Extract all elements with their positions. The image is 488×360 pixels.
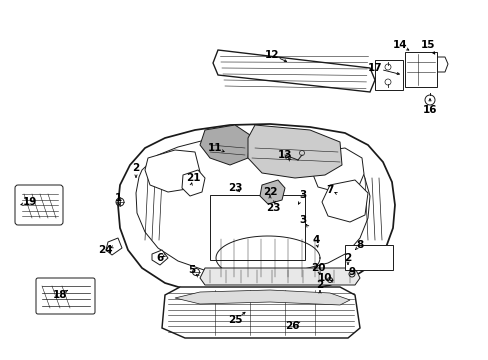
Text: 17: 17 [367, 63, 382, 73]
Text: 2: 2 [132, 163, 140, 173]
Polygon shape [260, 180, 285, 204]
Text: 13: 13 [277, 150, 292, 160]
Text: 10: 10 [317, 273, 331, 283]
Polygon shape [200, 125, 249, 165]
FancyBboxPatch shape [345, 245, 392, 270]
Polygon shape [182, 170, 204, 196]
Text: 23: 23 [265, 203, 280, 213]
Text: 9: 9 [348, 267, 355, 277]
Text: 3: 3 [299, 215, 306, 225]
Polygon shape [200, 268, 359, 285]
Text: 16: 16 [422, 105, 436, 115]
Text: 20: 20 [310, 263, 325, 273]
Text: 5: 5 [188, 265, 195, 275]
Polygon shape [321, 180, 367, 222]
Text: 4: 4 [312, 235, 319, 245]
Text: 19: 19 [23, 197, 37, 207]
Text: 14: 14 [392, 40, 407, 50]
Text: 2: 2 [344, 253, 351, 263]
Text: 25: 25 [227, 315, 242, 325]
Text: 22: 22 [262, 187, 277, 197]
Polygon shape [162, 287, 359, 338]
Polygon shape [213, 50, 374, 92]
Text: 18: 18 [53, 290, 67, 300]
Text: 2: 2 [316, 280, 323, 290]
Text: 6: 6 [156, 253, 163, 263]
Text: 26: 26 [284, 321, 299, 331]
Polygon shape [311, 148, 363, 193]
Text: 3: 3 [299, 190, 306, 200]
Text: 12: 12 [264, 50, 279, 60]
Polygon shape [106, 238, 122, 255]
Text: 7: 7 [325, 185, 333, 195]
FancyBboxPatch shape [404, 52, 436, 87]
Polygon shape [152, 250, 168, 265]
Text: 24: 24 [98, 245, 112, 255]
Polygon shape [118, 124, 394, 296]
Polygon shape [175, 290, 349, 305]
Polygon shape [247, 125, 341, 178]
FancyBboxPatch shape [374, 60, 402, 90]
Text: 1: 1 [114, 193, 122, 203]
Text: 11: 11 [207, 143, 222, 153]
FancyBboxPatch shape [209, 195, 305, 260]
FancyBboxPatch shape [36, 278, 95, 314]
FancyBboxPatch shape [15, 185, 63, 225]
Text: 15: 15 [420, 40, 434, 50]
Polygon shape [145, 150, 200, 192]
Text: 8: 8 [356, 240, 363, 250]
Polygon shape [136, 135, 369, 274]
Text: 23: 23 [227, 183, 242, 193]
Text: 21: 21 [185, 173, 200, 183]
